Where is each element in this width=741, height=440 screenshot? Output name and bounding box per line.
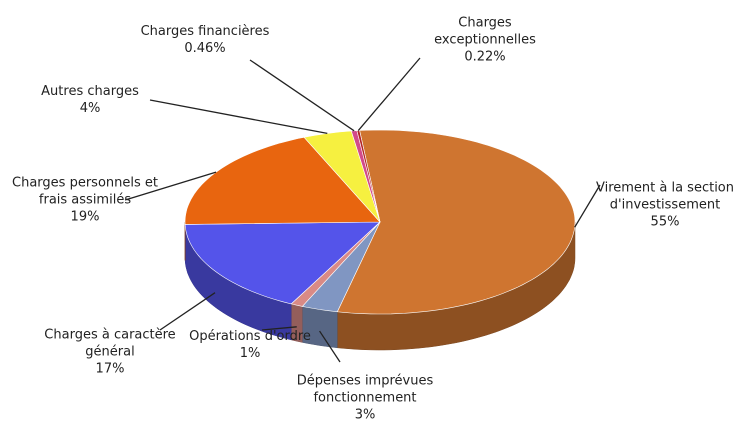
category-label: Charges personnels et frais assimilés xyxy=(12,175,158,208)
category-label: Autres charges xyxy=(41,84,139,99)
pie-sides xyxy=(184,221,576,351)
leader-line xyxy=(574,184,601,228)
value-label: 0.46% xyxy=(184,41,226,56)
value-label: 3% xyxy=(354,407,376,423)
leader-line xyxy=(124,171,217,201)
value-label: 17% xyxy=(95,361,125,377)
category-label: Dépenses imprévues fonctionnement xyxy=(296,373,434,406)
value-label: 4% xyxy=(79,101,101,116)
leader-line xyxy=(159,292,216,331)
data-label: Dépenses imprévues fonctionnement 3% xyxy=(290,373,440,424)
data-label: Charges à caractère général 17% xyxy=(35,327,185,378)
leader-line xyxy=(149,99,328,135)
slice xyxy=(356,130,381,223)
data-label: Charges financières 0.46% xyxy=(130,23,280,57)
data-label: Charges personnels et frais assimilés 19% xyxy=(10,175,160,226)
category-label: Charges exceptionnelles xyxy=(434,15,536,48)
leader-line xyxy=(261,326,297,331)
category-label: Charges à caractère général xyxy=(44,327,176,360)
data-label: Virement à la section d'investissement 55… xyxy=(590,180,740,231)
pie-tops xyxy=(184,129,576,315)
slice xyxy=(301,221,381,313)
value-label: 55% xyxy=(650,214,680,230)
category-label: Opérations d'ordre xyxy=(189,329,311,344)
leader-line xyxy=(249,59,355,132)
slice xyxy=(184,221,381,305)
category-label: Charges financières xyxy=(140,24,270,39)
category-label: Virement à la section d'investissement xyxy=(595,180,735,213)
value-label: 1% xyxy=(239,346,261,361)
value-label: 0.22% xyxy=(464,49,506,65)
leader-line xyxy=(357,57,421,131)
slice xyxy=(184,136,381,225)
data-label: Opérations d'ordre 1% xyxy=(175,328,325,362)
leader-line xyxy=(319,330,341,363)
data-label: Charges exceptionnelles 0.22% xyxy=(410,15,560,66)
value-label: 19% xyxy=(70,209,100,225)
data-label: Autres charges 4% xyxy=(15,83,165,117)
